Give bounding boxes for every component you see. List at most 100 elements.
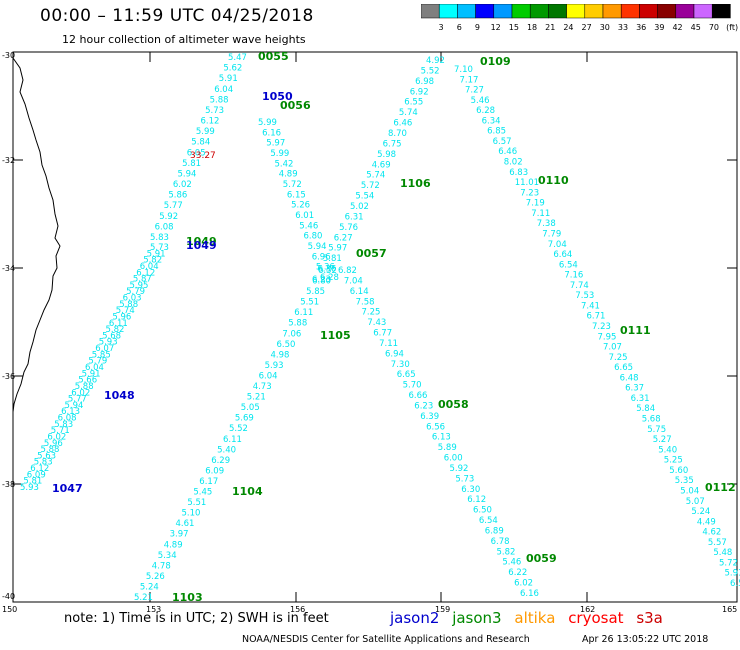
color-scale-label: 39 — [654, 23, 665, 32]
wave-height-value: 5.04 — [680, 487, 699, 497]
wave-height-value: 6.94 — [385, 349, 404, 359]
wave-height-value: 8.02 — [504, 158, 523, 168]
wave-height-value: 5.88 — [41, 445, 60, 455]
wave-height-value: 5.83 — [54, 420, 73, 430]
wave-height-value: 5.75 — [647, 425, 666, 435]
wave-height-value: 5.85 — [92, 350, 111, 360]
wave-height-value: 5.91 — [82, 369, 101, 379]
altimeter-tracks: 5.475.625.916.045.885.736.125.995.846.05… — [20, 53, 740, 603]
wave-height-value: 6.30 — [461, 485, 480, 495]
lat-label: -30 — [2, 51, 15, 60]
pass-label-0059: 0059 — [526, 552, 557, 565]
wave-height-value: 5.46 — [471, 96, 490, 106]
wave-height-value: 7.10 — [454, 65, 473, 75]
wave-height-value: 6.11 — [109, 319, 128, 329]
color-scale-label: 6 — [456, 23, 462, 32]
footer-date: Apr 26 13:05:22 UTC 2018 — [582, 634, 709, 645]
color-swatch — [711, 4, 731, 19]
wave-height-value: 4.78 — [152, 561, 171, 571]
wave-height-value: 5.40 — [217, 445, 236, 455]
color-scale-label: 21 — [545, 23, 556, 32]
wave-height-value: 5.34 — [158, 551, 177, 561]
wave-height-value: 7.95 — [598, 332, 617, 342]
wave-height-value: 6.02 — [71, 388, 90, 398]
wave-height-value: 5.88 — [288, 319, 307, 329]
wave-height-value: 5.96 — [112, 313, 131, 323]
pass-label-1048: 1048 — [104, 389, 135, 402]
wave-height-value: 6.15 — [287, 190, 306, 200]
wave-height-value: 5.81 — [182, 159, 201, 169]
pass-label-1050: 1050 — [262, 90, 293, 103]
wave-height-value: 7.11 — [531, 209, 550, 219]
wave-height-value: 6.11 — [294, 308, 313, 318]
legend-cryosat: cryosat — [568, 609, 624, 627]
pass-label-0109: 0109 — [480, 55, 511, 68]
wave-height-value: 5.72 — [361, 181, 380, 191]
wave-height-value: 6.27 — [334, 233, 353, 243]
wave-height-value: 5.91 — [219, 74, 238, 84]
wave-height-value: 7.04 — [548, 240, 567, 250]
wave-height-value: 5.82 — [143, 256, 162, 266]
wave-height-value: 5.95 — [130, 281, 149, 291]
wave-height-value: 5.63 — [37, 451, 56, 461]
wave-height-value: 5.77 — [68, 395, 87, 405]
wave-height-value: 6.82 — [338, 266, 357, 276]
wave-height-value: 6.03 — [123, 294, 142, 304]
wave-height-value: 4.98 — [271, 350, 290, 360]
wave-height-value: 3.97 — [170, 530, 189, 540]
wave-height-value: 6.89 — [485, 527, 504, 537]
wave-height-value: 5.74 — [399, 108, 418, 118]
pass-label-1106: 1106 — [400, 177, 431, 190]
wave-height-value: 6.71 — [587, 312, 606, 322]
wave-height-value: 6.00 — [444, 454, 463, 464]
wave-height-value: 7.74 — [570, 281, 589, 291]
pass-label-0111: 0111 — [620, 324, 651, 337]
wave-height-value: 6.07 — [95, 344, 114, 354]
wave-height-value: 6.13 — [61, 407, 80, 417]
pass-label-0058: 0058 — [438, 398, 469, 411]
anomaly-value: 33.27 — [190, 151, 216, 161]
color-scale-labels: 3 6 9 12 15 18 21 24 27 30 33 36 39 42 45 70 (ft) — [432, 23, 740, 32]
wave-height-value: 5.83 — [34, 458, 53, 468]
wave-height-value: 6.14 — [350, 287, 369, 297]
wave-height-value: 6.5 — [730, 579, 740, 589]
wave-height-value: 6.16 — [262, 128, 281, 138]
wave-height-value: 6.75 — [383, 139, 402, 149]
wave-height-value: 6.23 — [312, 275, 331, 285]
wave-height-value: 6.04 — [259, 372, 278, 382]
wave-height-value: 5.93 — [20, 483, 39, 493]
wave-height-value: 6.22 — [508, 568, 527, 578]
map-title: 00:00 – 11:59 UTC 04/25/2018 — [40, 6, 314, 26]
wave-height-value: 7.27 — [465, 86, 484, 96]
wave-height-value: 5.07 — [686, 497, 705, 507]
wave-height-value: 6.37 — [625, 384, 644, 394]
wave-height-value: 6.02 — [514, 579, 533, 589]
wave-height-value: 5.88 — [210, 95, 229, 105]
wave-height-value: 6.96 — [312, 252, 331, 262]
wave-height-value: 5.72 — [719, 558, 738, 568]
lat-label: -40 — [2, 592, 15, 601]
footer-credit: NOAA/NESDIS Center for Satellite Applica… — [242, 634, 530, 645]
wave-height-value: 5.46 — [299, 221, 318, 231]
lat-label: -34 — [2, 264, 15, 273]
wave-height-value: 6.39 — [420, 412, 439, 422]
wave-height-value: 6.02 — [47, 433, 66, 443]
wave-height-value: 7.11 — [379, 339, 398, 349]
wave-height-value: 4.61 — [176, 519, 195, 529]
wave-height-value: 5.81 — [323, 254, 342, 264]
wave-height-value: 5.84 — [191, 138, 210, 148]
wave-height-value: 6.50 — [277, 340, 296, 350]
color-scale-label: 30 — [599, 23, 610, 32]
wave-height-value: 6.80 — [304, 232, 323, 242]
color-scale-label: 3 — [438, 23, 444, 32]
wave-height-value: 6.55 — [404, 98, 423, 108]
wave-height-value: 5.94 — [65, 401, 84, 411]
wave-height-value: 6.17 — [199, 477, 218, 487]
wave-height-value: 5.68 — [102, 331, 121, 341]
wave-height-value: 6.28 — [320, 273, 339, 283]
pass-label-1104: 1104 — [232, 485, 263, 498]
wave-height-value: 5.91 — [725, 569, 740, 579]
pass-label-0056: 0056 — [280, 99, 311, 112]
color-scale-label: 27 — [581, 23, 592, 32]
